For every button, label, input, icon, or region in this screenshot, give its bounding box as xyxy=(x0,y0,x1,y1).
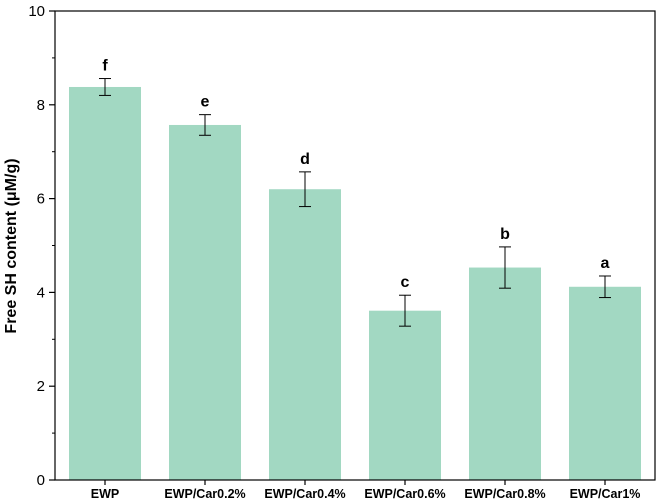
y-tick-label-1: 0 xyxy=(37,472,45,489)
x-tick-label-3: EWP/Car0.4% xyxy=(264,487,345,501)
y-axis-title: Free SH content (μM/g) xyxy=(3,158,20,333)
significance-labels-group: f e d c b a xyxy=(102,58,609,292)
y-tick-label-6: 10 xyxy=(28,3,45,20)
significance-label-2: e xyxy=(201,94,210,111)
y-tick-label-4: 6 xyxy=(37,191,45,208)
significance-label-1: f xyxy=(102,58,108,75)
error-bar-1 xyxy=(99,78,111,96)
x-tick-label-5: EWP/Car0.8% xyxy=(464,487,545,501)
y-tick-label-5: 8 xyxy=(37,97,45,114)
x-tick-label-1: EWP xyxy=(91,487,119,501)
x-axis: EWP EWP/Car0.2% EWP/Car0.4% EWP/Car0.6% EWP/… xyxy=(91,480,641,501)
significance-label-5: b xyxy=(500,226,510,243)
bar-1 xyxy=(69,86,141,480)
significance-label-3: d xyxy=(300,151,310,168)
x-tick-label-4: EWP/Car0.6% xyxy=(364,487,445,501)
significance-label-6: a xyxy=(601,255,610,272)
x-tick-label-6: EWP/Car1% xyxy=(570,487,641,501)
significance-label-4: c xyxy=(401,274,410,291)
error-bar-4 xyxy=(399,294,411,327)
error-bar-6 xyxy=(599,275,611,299)
bar-3 xyxy=(269,189,341,480)
bar-6 xyxy=(569,286,641,480)
error-bars-group xyxy=(99,78,611,327)
error-bar-3 xyxy=(299,171,311,208)
plot-frame xyxy=(54,10,656,481)
y-tick-label-2: 2 xyxy=(37,378,45,395)
bar-5 xyxy=(469,267,541,480)
error-bar-2 xyxy=(199,114,211,136)
x-tick-label-2: EWP/Car0.2% xyxy=(164,487,245,501)
bar-2 xyxy=(169,124,241,480)
bar-4 xyxy=(369,310,441,480)
y-tick-label-3: 4 xyxy=(37,284,45,301)
bars-group xyxy=(69,86,641,480)
error-bar-5 xyxy=(499,246,511,289)
y-axis: 0 2 4 6 8 10 xyxy=(28,3,55,489)
